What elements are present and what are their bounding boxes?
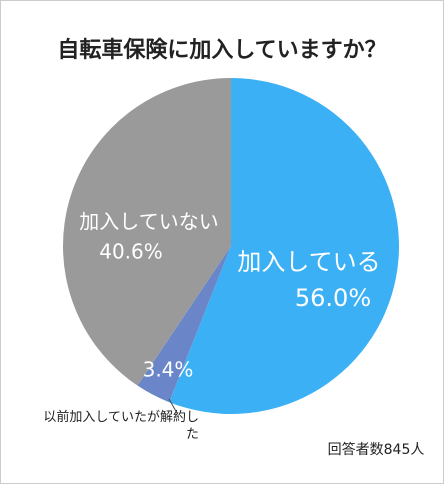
chart-title: 自転車保険に加入していますか？ [57, 37, 386, 63]
pie-slice [137, 246, 231, 403]
note: 回答者数845人 [328, 441, 425, 458]
slice-label: 加入している [237, 248, 380, 276]
pie-slice [63, 78, 231, 386]
pie-slice [169, 78, 399, 414]
value-label: 3.4% [143, 358, 194, 382]
slice-label: 以前加入していたが解約した [43, 410, 199, 442]
value-label: 40.6% [99, 240, 163, 264]
leader-line [168, 398, 178, 414]
value-label: 56.0% [295, 284, 371, 312]
slice-label: 加入していない [79, 210, 218, 234]
